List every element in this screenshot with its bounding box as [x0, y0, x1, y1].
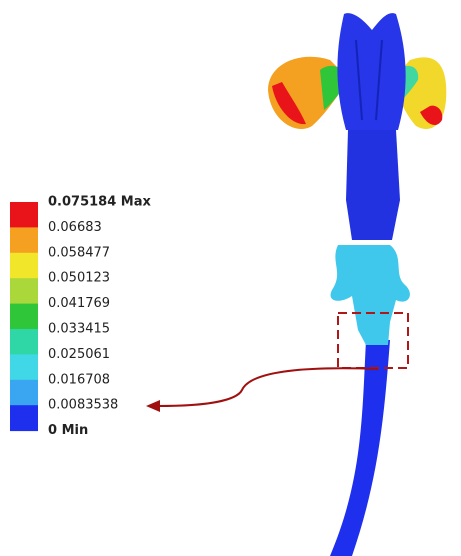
legend-label: 0.0083538 — [48, 398, 118, 413]
legend-label: 0.016708 — [48, 372, 110, 387]
legend-swatch — [10, 405, 38, 431]
legend-swatch — [10, 380, 38, 406]
legend-swatch — [10, 329, 38, 355]
contour-view: 0.075184 Max 0.06683 0.058477 0.050123 0.041… — [0, 0, 461, 556]
legend-swatch — [10, 278, 38, 304]
legend-label: 0.041769 — [48, 296, 110, 311]
legend-label: 0 Min — [48, 423, 88, 438]
legend-label: 0.058477 — [48, 245, 110, 260]
arrow — [158, 368, 378, 406]
model — [268, 13, 446, 556]
legend-swatch — [10, 354, 38, 380]
legend-label: 0.06683 — [48, 220, 102, 235]
legend-label: 0.050123 — [48, 271, 110, 286]
legend-swatch — [10, 227, 38, 253]
legend-swatch — [10, 304, 38, 330]
legend: 0.075184 Max 0.06683 0.058477 0.050123 0.041… — [10, 195, 151, 439]
arrow-head — [146, 400, 160, 412]
legend-swatch — [10, 253, 38, 279]
legend-label: 0.075184 Max — [48, 195, 151, 210]
legend-swatch — [10, 202, 38, 228]
legend-label: 0.033415 — [48, 322, 110, 337]
screenshot: 0.075184 Max 0.06683 0.058477 0.050123 0.041… — [0, 0, 461, 556]
legend-label: 0.025061 — [48, 347, 110, 362]
